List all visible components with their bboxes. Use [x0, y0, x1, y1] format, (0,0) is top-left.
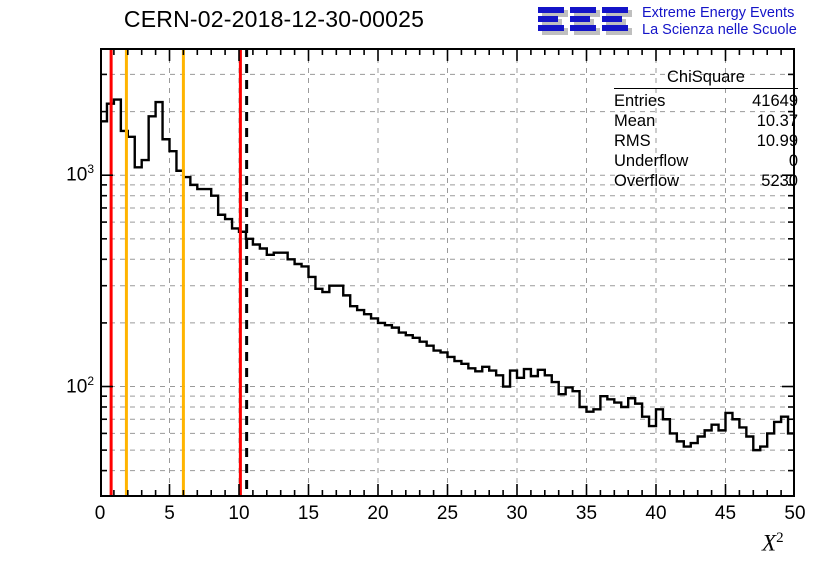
x-tick-label-40: 40 [645, 503, 667, 524]
marker-lines [109, 48, 249, 497]
eee-logo-text: Extreme Energy Events La Scienza nelle S… [642, 5, 797, 39]
x-tick-label-20: 20 [367, 503, 389, 524]
stats-label: Underflow [614, 152, 689, 170]
stats-value: 0 [788, 152, 798, 170]
stats-label: Overflow [614, 172, 680, 190]
histogram-curve [100, 98, 795, 497]
stats-row: Entries 41649 [612, 91, 800, 111]
stats-rows: Entries 41649 Mean 10.37 RMS 10.99 Underflow 0 O… [612, 91, 800, 191]
stats-value: 10.37 [756, 112, 798, 130]
y-tick-label-1000: 103 [66, 162, 94, 186]
x-axis-title-exponent: 2 [776, 530, 784, 546]
x-tick-label-15: 15 [297, 503, 320, 524]
x-tick-label-45: 45 [714, 503, 737, 524]
stats-row: Overflow 5230 [612, 171, 800, 191]
eee-logo: Extreme Energy Events La Scienza nelle S… [538, 4, 834, 44]
stats-value: 10.99 [756, 132, 798, 150]
stats-value: 41649 [752, 92, 798, 110]
stats-label: Mean [614, 112, 656, 130]
y-axis-title: Entries/bin [0, 50, 5, 150]
plot-frame [100, 48, 795, 497]
stats-label: RMS [614, 132, 651, 150]
x-axis-title-text: X [762, 530, 777, 556]
eee-tagline-1: Extreme Energy Events [642, 5, 795, 21]
x-tick-label-5: 5 [164, 503, 175, 524]
stats-value: 5230 [761, 172, 798, 190]
x-tick-label-10: 10 [228, 503, 250, 524]
x-tick-label-50: 50 [784, 503, 806, 524]
eee-tagline-2: La Scienza nelle Scuole [642, 22, 797, 38]
stats-divider [614, 88, 798, 89]
stats-label: Entries [614, 92, 666, 110]
eee-logo-mark [538, 7, 632, 35]
page-title: CERN-02-2018-12-30-00025 [123, 6, 425, 32]
stats-box: ChiSquare Entries 41649 Mean 10.37 RMS 10.99 U… [612, 68, 800, 191]
stats-title: ChiSquare [667, 68, 745, 86]
stats-row: Underflow 0 [612, 151, 800, 171]
stats-row: RMS 10.99 [612, 131, 800, 151]
stats-row: Mean 10.37 [612, 111, 800, 131]
x-axis-title: X2 [762, 530, 784, 557]
x-tick-label-35: 35 [575, 503, 598, 524]
x-tick-label-0: 0 [94, 503, 106, 524]
y-tick-label-100: 102 [66, 373, 94, 397]
x-tick-label-30: 30 [506, 503, 528, 524]
x-tick-label-25: 25 [436, 503, 459, 524]
